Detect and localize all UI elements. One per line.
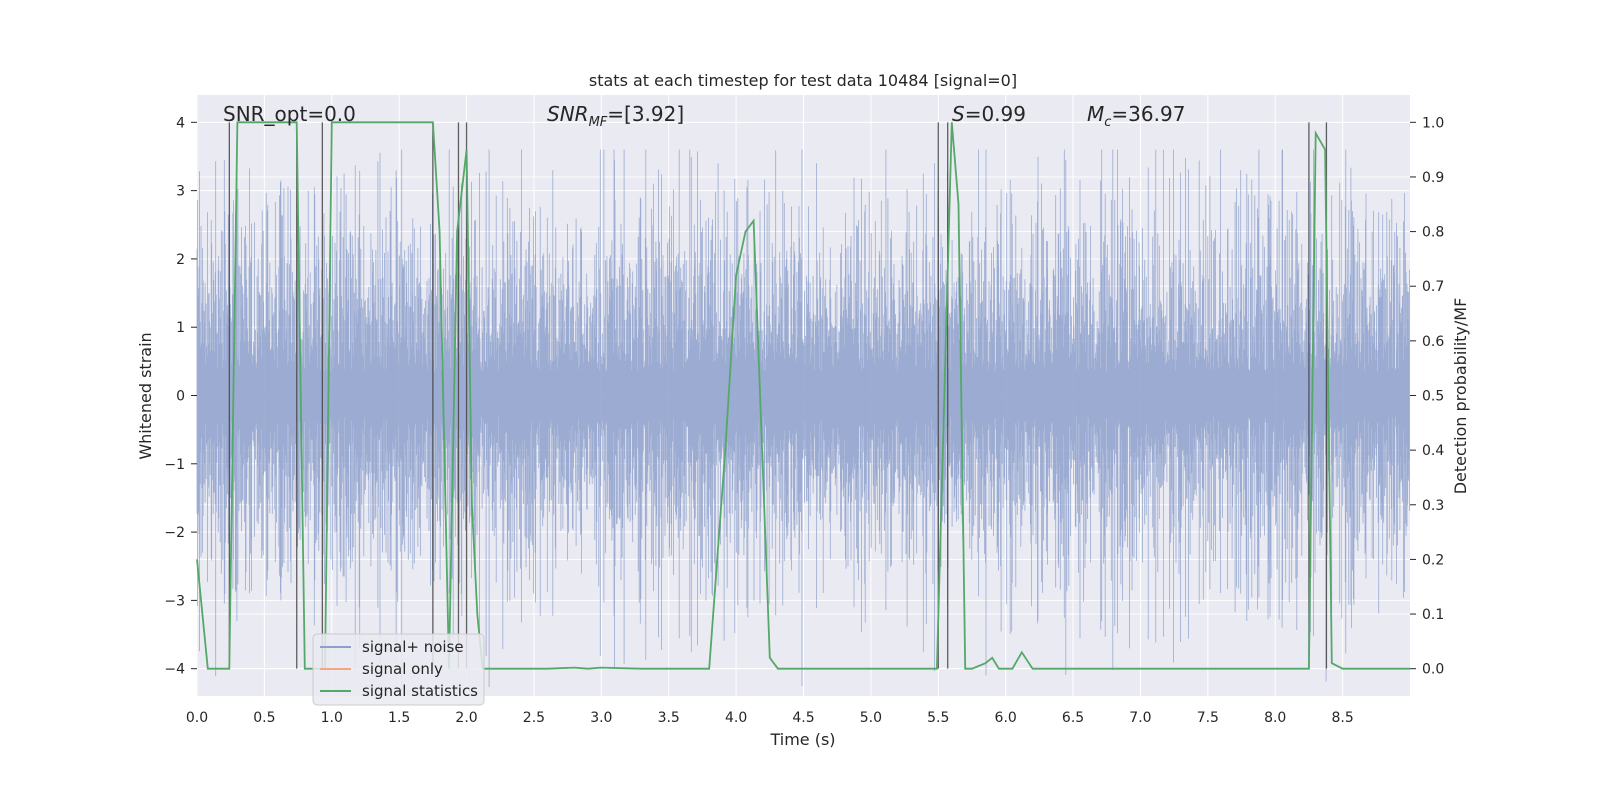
x-tick-label: 1.5 — [388, 710, 410, 726]
y-tick-label-left: 1 — [176, 320, 185, 336]
x-axis-label: Time (s) — [769, 730, 835, 749]
x-tick-label: 4.0 — [725, 710, 747, 726]
y-tick-label-right: 0.2 — [1422, 552, 1444, 568]
x-tick-label: 8.0 — [1264, 710, 1286, 726]
y-tick-label-right: 0.7 — [1422, 279, 1444, 295]
x-tick-label: 5.0 — [860, 710, 882, 726]
y-tick-label-left: 0 — [176, 389, 185, 405]
s-value: =0.99 — [965, 102, 1026, 126]
x-tick-label: 2.0 — [455, 710, 477, 726]
y-tick-label-left: −1 — [164, 457, 185, 473]
signal-statistics-series — [196, 121, 1410, 670]
x-tick-label: 6.5 — [1062, 710, 1084, 726]
y-axis-label-right: Detection probability/MF — [1451, 298, 1470, 495]
y-tick-label-right: 0.9 — [1422, 170, 1444, 186]
x-tick-label: 8.5 — [1331, 710, 1353, 726]
x-tick-label: 5.5 — [927, 710, 949, 726]
snr-mf-base: SNR — [547, 102, 589, 126]
y-tick-label-right: 1.0 — [1422, 115, 1444, 131]
x-tick-label: 0.5 — [253, 710, 275, 726]
y-tick-label-left: 4 — [176, 115, 185, 131]
y-tick-label-right: 0.5 — [1422, 389, 1444, 405]
x-tick-label: 7.5 — [1197, 710, 1219, 726]
y-tick-label-right: 0.0 — [1422, 662, 1444, 678]
x-tick-label: 1.0 — [321, 710, 343, 726]
snr-mf-sub: MF — [589, 115, 608, 130]
s-label: S — [952, 102, 965, 126]
x-tick-label: 4.5 — [792, 710, 814, 726]
s-annotation: S=0.99 — [952, 102, 1026, 126]
y-tick-label-right: 0.3 — [1422, 498, 1444, 514]
x-tick-label: 0.0 — [186, 710, 208, 726]
legend-label-signal-noise: signal+ noise — [362, 638, 464, 656]
y-tick-label-left: 3 — [176, 184, 185, 200]
x-tick-label: 3.5 — [658, 710, 680, 726]
snr-opt-annotation: SNR_opt=0.0 — [223, 102, 356, 126]
snr-mf-value: =[3.92] — [607, 102, 684, 126]
legend-label-signal-statistics: signal statistics — [362, 682, 478, 700]
mc-sub: c — [1104, 115, 1111, 130]
y-tick-label-right: 0.1 — [1422, 607, 1444, 623]
y-axis-label-left: Whitened strain — [136, 332, 155, 459]
y-tick-label-left: −3 — [164, 593, 185, 609]
x-tick-label: 3.0 — [590, 710, 612, 726]
vertical-lines — [228, 122, 1328, 669]
tick-labels: 0.0 0.5 1.0 1.5 2.0 2.5 3.0 3.5 4.0 4.5 5.0 5.5 6.0 6… — [164, 115, 1444, 726]
x-tick-label: 2.5 — [523, 710, 545, 726]
y-tick-label-left: −4 — [164, 662, 185, 678]
y-tick-label-right: 0.4 — [1422, 443, 1444, 459]
x-tick-label: 7.0 — [1129, 710, 1151, 726]
y-tick-label-left: 2 — [176, 252, 185, 268]
x-tick-label: 6.0 — [995, 710, 1017, 726]
legend-label-signal-only: signal only — [362, 660, 443, 678]
snr-mf-annotation: SNRMF=[3.92] — [547, 102, 684, 130]
y-tick-label-right: 0.8 — [1422, 225, 1444, 241]
mc-value: =36.97 — [1111, 102, 1185, 126]
signal-statistics-line — [196, 121, 1410, 670]
y-tick-label-left: −2 — [164, 525, 185, 541]
legend-box — [312, 633, 485, 706]
y-tick-label-right: 0.6 — [1422, 334, 1444, 350]
chart-title: stats at each timestep for test data 104… — [589, 71, 1017, 90]
mc-annotation: Mc=36.97 — [1087, 102, 1185, 130]
legend[interactable]: signal+ noise signal only signal statist… — [312, 633, 485, 706]
mc-label: M — [1087, 102, 1104, 126]
